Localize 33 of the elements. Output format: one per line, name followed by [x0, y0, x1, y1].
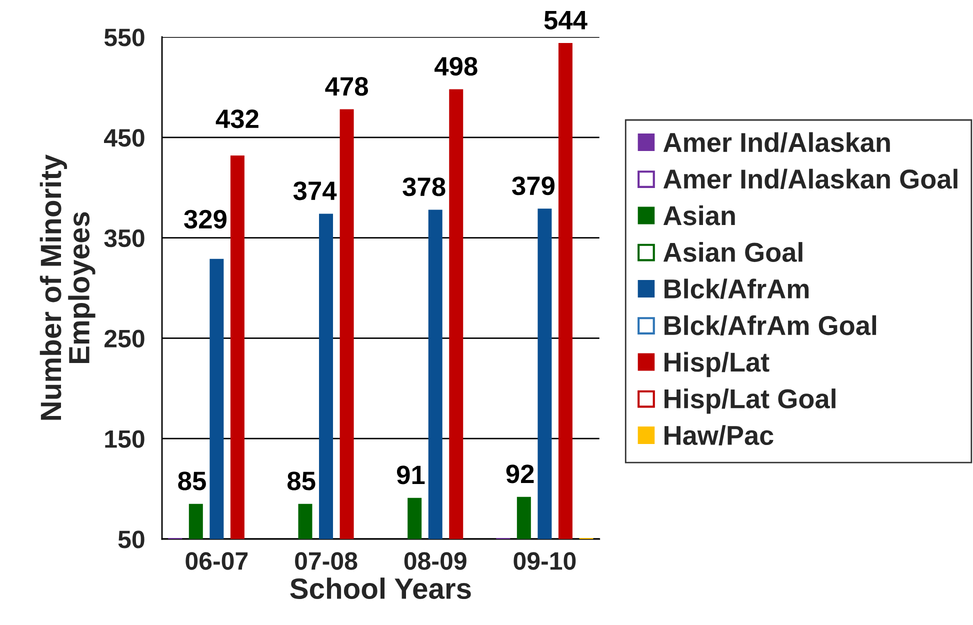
x-tick-label: 09-10 — [514, 552, 576, 570]
legend-label: Asian — [663, 205, 735, 226]
legend-label: Amer Ind/Alaskan — [663, 132, 890, 152]
y-tick-label: 250 — [104, 330, 144, 348]
x-tick-label: 08-09 — [404, 552, 466, 570]
data-label: 85 — [287, 472, 316, 490]
legend-label: Hisp/Lat Goal — [664, 388, 836, 414]
legend-label: Asian Goal — [663, 242, 802, 262]
legend-label: Amer Ind/Alaskan Goal — [663, 168, 958, 189]
x-tick-label: 07-08 — [295, 552, 358, 570]
data-label: 91 — [396, 466, 425, 484]
data-label: 478 — [325, 77, 368, 96]
x-axis-title: School Years — [290, 578, 471, 600]
y-tick-label: 150 — [105, 430, 144, 448]
data-label: 498 — [434, 56, 478, 76]
data-label: 85 — [178, 472, 206, 490]
data-label: 379 — [512, 176, 555, 196]
y-tick-label: 50 — [118, 530, 144, 548]
y-axis-title: Number of Minority Employees — [40, 154, 96, 420]
legend-label: Hisp/Lat — [664, 352, 770, 378]
y-tick-label: 550 — [104, 28, 144, 46]
legend-label: Blck/AfrAm — [664, 278, 809, 299]
data-label: 432 — [216, 109, 258, 128]
legend-label: Blck/AfrAm Goal — [664, 315, 876, 336]
legend-label: Haw/Pac — [664, 425, 774, 446]
data-label: 374 — [293, 181, 337, 200]
y-tick-label: 450 — [104, 129, 144, 147]
y-tick-label: 350 — [104, 229, 144, 248]
data-label: 92 — [506, 464, 534, 484]
data-label: 544 — [544, 11, 588, 30]
x-tick-label: 06-07 — [186, 552, 248, 570]
data-label: 329 — [184, 210, 226, 229]
data-label: 378 — [402, 177, 446, 196]
